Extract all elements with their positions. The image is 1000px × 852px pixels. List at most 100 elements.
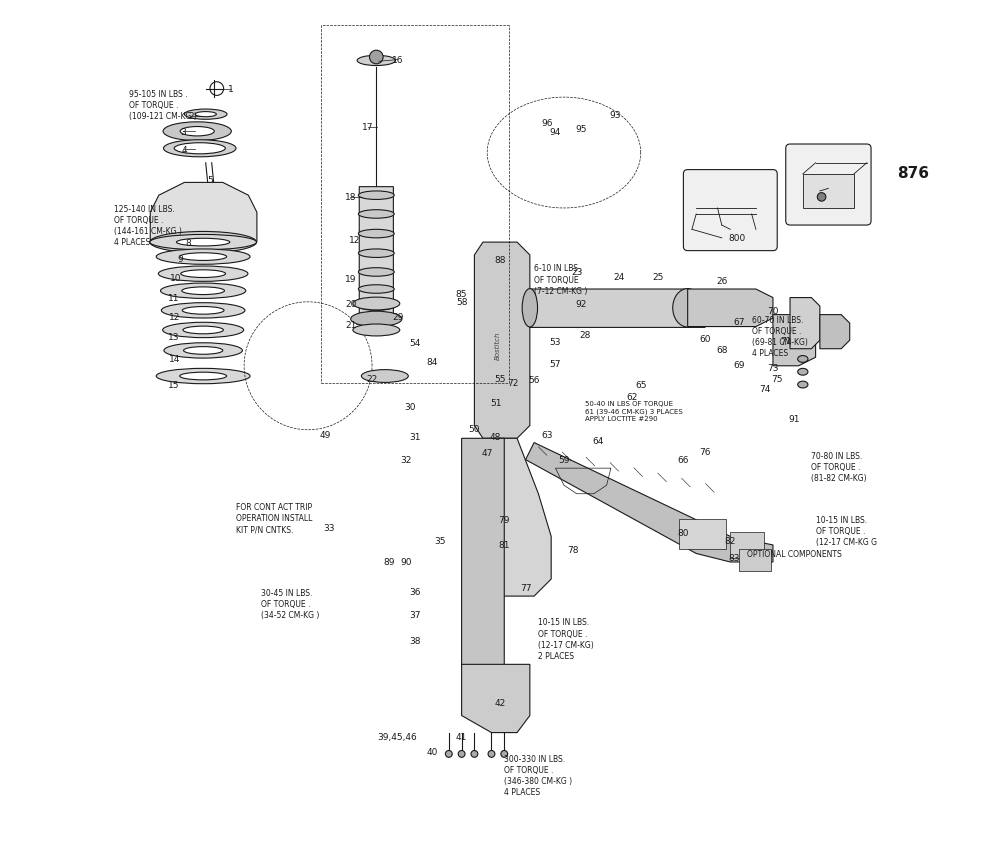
- Text: 95: 95: [575, 125, 587, 134]
- Ellipse shape: [180, 372, 227, 380]
- Text: 93: 93: [609, 111, 621, 119]
- Ellipse shape: [361, 370, 408, 383]
- Text: 83: 83: [729, 554, 740, 562]
- Text: 96: 96: [541, 119, 553, 128]
- Ellipse shape: [501, 751, 508, 757]
- Text: 60-70 IN LBS.
OF TORQUE .
(69-81 CM-KG)
4 PLACES: 60-70 IN LBS. OF TORQUE . (69-81 CM-KG) …: [752, 315, 808, 358]
- Text: 20: 20: [345, 300, 356, 308]
- Text: 76: 76: [699, 447, 710, 456]
- Text: 79: 79: [499, 515, 510, 524]
- Text: 49: 49: [319, 430, 331, 439]
- Text: FOR CONT ACT TRIP
OPERATION INSTALL
KIT P/N CNTKS.: FOR CONT ACT TRIP OPERATION INSTALL KIT …: [236, 503, 312, 534]
- Text: 82: 82: [725, 537, 736, 545]
- Text: 63: 63: [541, 430, 553, 439]
- Ellipse shape: [195, 112, 216, 118]
- Ellipse shape: [181, 271, 226, 278]
- Text: 54: 54: [409, 339, 420, 348]
- Polygon shape: [474, 243, 530, 439]
- Polygon shape: [773, 315, 816, 366]
- Text: 41: 41: [456, 733, 467, 741]
- Text: 11: 11: [168, 294, 180, 302]
- Ellipse shape: [156, 250, 250, 265]
- Text: 50: 50: [469, 424, 480, 433]
- Text: 30: 30: [405, 403, 416, 412]
- Ellipse shape: [471, 751, 478, 757]
- Text: 95-105 IN LBS .
OF TORQUE .
(109-121 CM-KG ): 95-105 IN LBS . OF TORQUE . (109-121 CM-…: [129, 89, 197, 121]
- Bar: [803, 175, 854, 209]
- Ellipse shape: [163, 323, 244, 338]
- Text: 21: 21: [345, 321, 356, 330]
- Polygon shape: [359, 187, 393, 332]
- Ellipse shape: [161, 303, 245, 319]
- Ellipse shape: [522, 290, 538, 327]
- Ellipse shape: [164, 343, 242, 359]
- Text: 73: 73: [767, 364, 779, 372]
- Text: 32: 32: [400, 456, 412, 464]
- Bar: [730, 532, 764, 558]
- Text: OPTIONAL COMPONENTS: OPTIONAL COMPONENTS: [747, 550, 842, 559]
- Text: 300-330 IN LBS.
OF TORQUE .
(346-380 CM-KG )
4 PLACES: 300-330 IN LBS. OF TORQUE . (346-380 CM-…: [504, 754, 572, 797]
- Polygon shape: [462, 665, 530, 733]
- Text: 58: 58: [456, 298, 467, 307]
- Text: 8: 8: [186, 239, 192, 247]
- Text: 72: 72: [507, 379, 518, 388]
- Text: 48: 48: [490, 433, 501, 441]
- Text: 81: 81: [499, 541, 510, 550]
- Text: 57: 57: [550, 360, 561, 368]
- Text: 17: 17: [362, 124, 374, 132]
- Polygon shape: [530, 290, 713, 328]
- Ellipse shape: [798, 369, 808, 376]
- FancyBboxPatch shape: [683, 170, 777, 251]
- Text: 53: 53: [550, 338, 561, 347]
- Text: 5: 5: [207, 176, 213, 185]
- Ellipse shape: [358, 285, 394, 294]
- Text: 60: 60: [699, 335, 710, 343]
- Text: Bostitch: Bostitch: [495, 331, 501, 360]
- Polygon shape: [491, 439, 551, 596]
- Text: 40: 40: [426, 747, 437, 756]
- Text: 89: 89: [383, 558, 395, 567]
- Text: 26: 26: [716, 277, 727, 285]
- Text: 70: 70: [767, 307, 779, 315]
- Text: 71: 71: [780, 337, 792, 345]
- Text: 94: 94: [550, 128, 561, 136]
- Text: 25: 25: [652, 273, 663, 281]
- Text: 92: 92: [575, 300, 587, 308]
- Text: 12: 12: [349, 236, 361, 245]
- Text: 33: 33: [324, 524, 335, 532]
- Text: 90: 90: [400, 558, 412, 567]
- Text: 13: 13: [168, 333, 180, 342]
- Text: 62: 62: [627, 393, 638, 401]
- Ellipse shape: [358, 230, 394, 239]
- Polygon shape: [150, 183, 257, 243]
- Ellipse shape: [163, 141, 236, 158]
- Text: 39,45,46: 39,45,46: [378, 733, 418, 741]
- Ellipse shape: [182, 288, 224, 295]
- Text: 56: 56: [528, 376, 540, 384]
- Text: 59: 59: [558, 456, 570, 464]
- Text: 51: 51: [490, 399, 501, 407]
- Text: 77: 77: [520, 584, 531, 592]
- Text: 88: 88: [494, 256, 506, 264]
- Ellipse shape: [161, 284, 246, 299]
- Circle shape: [369, 51, 383, 65]
- Ellipse shape: [183, 327, 223, 334]
- Text: 19: 19: [345, 275, 356, 284]
- Ellipse shape: [353, 325, 400, 337]
- Text: 125-140 IN LBS.
OF TORQUE .
(144-161 CM-KG )
4 PLACES: 125-140 IN LBS. OF TORQUE . (144-161 CM-…: [114, 204, 182, 247]
- Text: 65: 65: [635, 381, 646, 389]
- Text: 91: 91: [789, 415, 800, 423]
- Text: 6-10 IN LBS .
OF TORQUE
(7-12 CM-KG ): 6-10 IN LBS . OF TORQUE (7-12 CM-KG ): [534, 264, 587, 296]
- Ellipse shape: [180, 128, 214, 137]
- Ellipse shape: [163, 123, 231, 141]
- Text: 2: 2: [188, 112, 194, 121]
- Ellipse shape: [358, 302, 394, 311]
- Ellipse shape: [150, 233, 256, 254]
- Text: 85: 85: [456, 290, 467, 298]
- Text: 10: 10: [170, 274, 182, 283]
- Ellipse shape: [156, 369, 250, 384]
- Text: 70-80 IN LBS.
OF TORQUE .
(81-82 CM-KG): 70-80 IN LBS. OF TORQUE . (81-82 CM-KG): [811, 452, 867, 483]
- Ellipse shape: [358, 250, 394, 258]
- Text: 67: 67: [733, 318, 745, 326]
- Ellipse shape: [174, 144, 225, 155]
